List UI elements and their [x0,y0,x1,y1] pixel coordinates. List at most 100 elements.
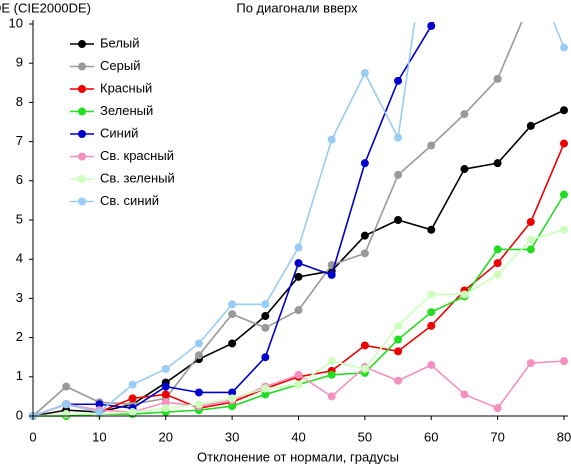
legend-label: Зеленый [100,103,153,118]
data-point [560,43,568,52]
data-point [327,370,336,379]
y-tick-label: 3 [16,290,23,305]
data-point [294,380,303,389]
data-point [128,408,137,417]
data-point [95,400,104,409]
data-point [161,364,170,373]
data-point [228,310,237,319]
data-point [294,370,303,379]
data-point [95,408,104,417]
legend-label: Синий [100,125,138,140]
x-tick-label: 70 [490,429,504,444]
data-point [327,392,336,401]
data-point [261,323,270,332]
data-point [493,245,502,254]
data-point [493,74,502,83]
data-point [427,141,436,150]
data-point [526,235,535,244]
data-point [62,382,71,391]
data-point [128,380,137,389]
data-point [394,76,403,85]
x-tick-label: 30 [225,429,239,444]
data-point [560,190,568,199]
data-point [526,121,535,130]
y-tick-label: 0 [16,407,23,422]
data-point [194,400,203,409]
data-point [526,245,535,254]
data-point [327,357,336,366]
legend-marker [78,107,86,116]
y-tick-label: 1 [16,368,23,383]
data-point [360,159,369,168]
data-point [560,225,568,234]
data-point [128,394,137,403]
data-point [62,410,71,419]
data-point [394,133,403,142]
data-point [493,270,502,279]
data-point [294,272,303,281]
data-point [360,69,369,77]
y-tick-label: 9 [16,55,23,70]
data-point [526,359,535,368]
legend-marker [78,152,86,161]
data-point [194,388,203,397]
data-point [327,270,336,279]
data-point [161,390,170,399]
data-point [261,312,270,321]
data-point [294,243,303,252]
data-point [527,0,535,4]
data-point [194,339,203,348]
data-point [427,290,436,299]
x-tick-label: 50 [358,429,372,444]
data-point [460,110,469,119]
y-tick-label: 8 [16,94,23,109]
data-point [460,390,469,399]
chart-title: По диагонали вверх [236,0,358,15]
x-tick-label: 0 [29,429,36,444]
y-tick-label: 7 [16,133,23,148]
data-point [327,135,336,144]
x-tick-label: 10 [92,429,106,444]
data-point [360,231,369,240]
data-point [427,361,436,370]
legend-marker [78,175,86,183]
data-point [228,339,237,348]
data-point [560,357,568,366]
legend-label: Белый [100,35,140,50]
data-point [194,351,203,360]
data-point [427,225,436,234]
data-point [161,398,170,407]
x-tick-label: 80 [557,429,571,444]
legend-label: Св. синий [100,193,159,208]
data-point [261,390,270,399]
data-point [394,376,403,385]
data-point [228,300,237,309]
legend-marker [78,85,86,93]
data-point [228,402,237,411]
data-point [394,170,403,179]
legend-marker [78,130,86,138]
y-tick-label: 10 [9,15,23,30]
data-point [161,382,170,391]
data-point [493,159,502,168]
data-point [261,300,270,309]
data-point [526,217,535,226]
data-point [560,139,568,148]
legend-label: Красный [100,80,152,95]
x-tick-label: 20 [159,429,173,444]
legend-label: Св. зеленый [100,170,175,185]
data-point [394,347,403,356]
data-point [62,400,71,409]
data-point [560,106,568,115]
x-tick-label: 40 [291,429,305,444]
x-tick-label: 60 [424,429,438,444]
data-point [360,341,369,350]
data-point [261,384,270,393]
data-point [427,321,436,330]
data-point [394,321,403,330]
legend-label: Серый [100,58,140,73]
y-tick-label: 4 [16,251,23,266]
legend-marker [78,197,86,206]
data-point [460,290,469,299]
